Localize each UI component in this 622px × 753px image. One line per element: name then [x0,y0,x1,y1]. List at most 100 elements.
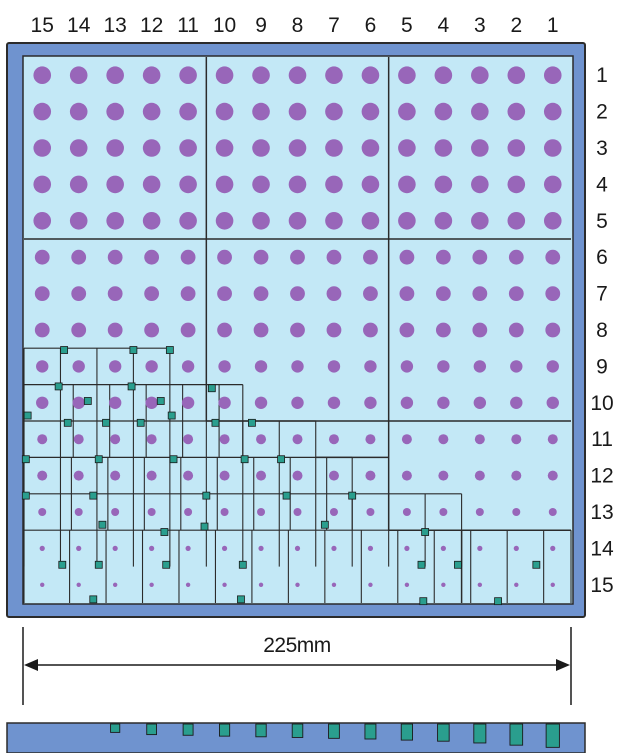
well-dot [37,434,48,445]
corner-marker [127,382,136,391]
well-dot [144,322,160,338]
well-dot [252,139,270,157]
corner-marker [23,411,32,420]
well-dot [34,322,50,338]
well-dot [326,286,342,301]
well-dot [185,545,191,552]
well-dot [288,175,307,194]
well-dot [543,139,562,157]
section-well [255,723,267,738]
corner-marker [129,346,138,354]
well-dot [364,360,377,373]
well-dot [363,249,378,265]
well-dot [69,212,88,230]
well-dot [149,545,155,552]
well-dot [288,139,307,157]
row-label: 8 [596,319,608,342]
well-dot [33,212,52,230]
well-dot [327,360,341,373]
section-well [437,723,450,742]
row-label: 3 [596,137,608,160]
well-dot [547,434,558,445]
column-label: 4 [438,14,450,37]
well-dot [293,508,302,516]
well-dot [331,545,337,552]
well-dot [108,360,122,373]
row-label: 4 [596,173,608,196]
well-dot [508,286,524,301]
well-dot [546,360,559,373]
well-dot [471,175,489,194]
well-dot [398,102,416,121]
well-dot [477,582,483,587]
well-dot [108,396,122,409]
well-dot [365,470,376,481]
well-dot [545,249,561,265]
well-dot [398,66,416,84]
dots-layer [33,66,562,587]
column-label: 11 [177,14,199,37]
well-dot [327,396,341,409]
well-dot [437,396,450,409]
column-label: 6 [365,14,377,37]
well-dot [438,434,449,445]
well-dot [550,545,556,552]
section-well [364,723,377,740]
well-dot [471,66,489,84]
well-dot [325,212,343,230]
well-dot [361,102,380,121]
well-dot [71,322,87,338]
well-dot [507,139,526,157]
corner-marker [167,411,176,420]
section-well [545,723,560,748]
well-dot [508,322,524,338]
well-dot [294,545,301,552]
well-dot [107,322,123,338]
well-dot [112,545,118,552]
well-dot [142,175,161,194]
well-dot [106,66,124,84]
well-dot [222,582,227,587]
well-dot [253,249,269,265]
column-label: 5 [401,14,413,37]
well-dot [325,102,343,121]
well-dot [474,470,485,481]
well-dot [477,545,483,552]
corner-marker [348,491,357,500]
well-dot [404,582,410,587]
corner-marker [207,384,216,393]
well-dot [288,66,307,84]
well-dot [547,470,558,481]
well-dot [291,360,304,373]
well-dot [144,286,160,301]
well-dot [288,212,307,230]
corner-marker [94,560,103,569]
well-dot [364,396,377,409]
well-dot [74,508,83,516]
row-label: 1 [596,64,608,87]
well-dot [69,66,88,84]
row-label: 2 [596,101,608,124]
well-dot [513,545,519,552]
well-dot [71,286,87,301]
well-dot [106,212,124,230]
well-dot [435,322,451,338]
well-dot [507,102,526,121]
corner-marker [169,455,178,464]
section-well [509,723,524,746]
well-dot [34,286,50,301]
well-dot [550,582,555,587]
corner-marker [202,491,211,500]
well-dot [326,249,342,265]
well-dot [325,139,343,157]
well-dot [291,396,304,409]
corner-marker [89,491,98,500]
well-dot [256,434,267,445]
corner-marker [60,346,69,354]
well-dot [218,360,231,373]
well-dot [33,175,52,194]
well-dot [399,286,415,301]
well-dot [548,508,557,516]
regions-layer [24,57,571,603]
corner-marker [63,418,72,427]
